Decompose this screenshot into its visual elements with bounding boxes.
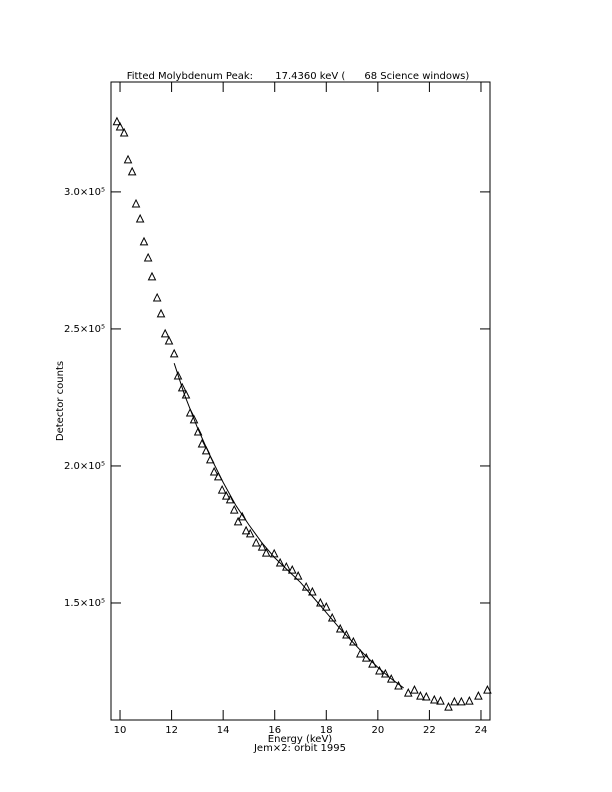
x-tick-label: 22: [423, 725, 436, 736]
y-tick-label: 2.5×10⁵: [64, 324, 105, 335]
plot-frame: [110, 81, 491, 721]
data-point: [169, 348, 179, 358]
data-point: [335, 623, 345, 633]
fit-line: [173, 363, 404, 689]
data-point: [308, 586, 317, 596]
data-point: [164, 335, 174, 345]
data-point: [139, 236, 149, 246]
data-point: [444, 702, 453, 711]
x-tick-label: 14: [217, 725, 230, 736]
data-point: [233, 516, 243, 526]
x-tick-label: 12: [165, 725, 178, 736]
data-point: [197, 438, 207, 448]
data-point: [474, 691, 483, 700]
data-point: [386, 674, 396, 683]
data-point: [115, 121, 125, 131]
data-point: [450, 696, 459, 706]
data-point: [119, 127, 129, 137]
data-point: [189, 414, 199, 424]
data-point: [251, 537, 261, 547]
chart-title: Fitted Molybdenum Peak: 17.4360 keV ( 68…: [127, 71, 470, 82]
x-axis-label: Energy (keV): [268, 734, 333, 745]
data-point: [152, 292, 162, 302]
y-tick-label: 1.5×10⁵: [64, 598, 105, 609]
data-point: [321, 601, 331, 611]
data-point: [483, 685, 492, 694]
data-point: [381, 668, 390, 678]
data-point: [287, 564, 297, 574]
footer: Jem×2: orbit 1995: [253, 743, 346, 754]
data-point: [257, 541, 267, 551]
data-point: [225, 494, 235, 504]
data-point: [229, 504, 239, 514]
data-point: [143, 252, 153, 262]
data-point: [147, 271, 157, 281]
y-tick-label: 3.0×10⁵: [64, 187, 105, 198]
data-point: [156, 308, 166, 318]
x-tick-label: 16: [268, 725, 281, 736]
data-point: [465, 695, 474, 705]
y-tick-label: 2.0×10⁵: [64, 461, 105, 472]
data-point: [403, 688, 413, 697]
x-tick-label: 10: [114, 725, 127, 736]
data-point: [209, 466, 219, 476]
data-point: [217, 484, 227, 494]
data-point: [422, 691, 431, 701]
data-point: [123, 154, 133, 164]
data-point: [177, 382, 187, 392]
data-point: [430, 694, 439, 704]
data-point: [410, 685, 419, 694]
x-tick-label: 18: [320, 725, 333, 736]
data-point: [173, 370, 183, 380]
data-point: [131, 198, 141, 208]
data-point: [237, 511, 247, 521]
data-point: [221, 490, 231, 500]
data-point: [416, 691, 425, 700]
data-point: [436, 695, 445, 705]
data-point: [275, 557, 285, 567]
data-point: [293, 571, 303, 580]
x-tick-label: 24: [475, 725, 488, 736]
data-point: [135, 213, 145, 223]
data-point: [457, 696, 466, 706]
data-point: [160, 328, 170, 338]
data-point: [261, 547, 271, 557]
data-point: [193, 426, 203, 436]
data-point: [245, 528, 255, 538]
x-tick-label: 20: [371, 725, 384, 736]
data-point: [241, 525, 251, 535]
data-point: [356, 648, 365, 658]
y-axis-label: Detector counts: [55, 361, 66, 441]
data-point: [127, 166, 137, 176]
data-point: [342, 629, 351, 639]
data-point: [112, 116, 122, 126]
